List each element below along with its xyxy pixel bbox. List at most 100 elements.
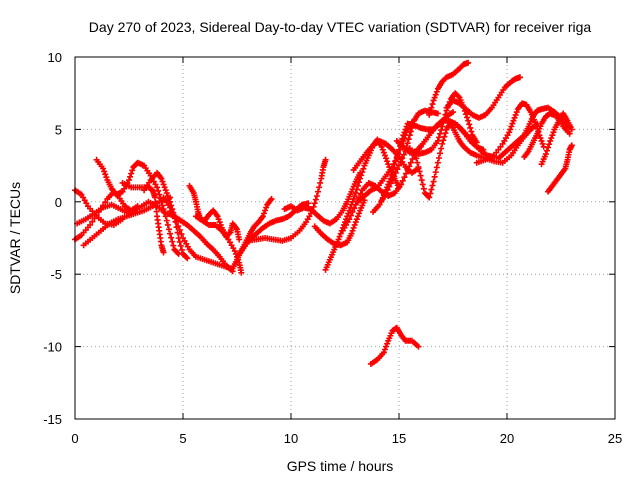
data-point-track-12 xyxy=(261,210,267,217)
data-point-track-29 xyxy=(507,126,514,133)
data-point-track-22 xyxy=(387,175,394,182)
data-point-track-05 xyxy=(160,206,167,213)
data-point-track-26 xyxy=(431,94,438,101)
data-point-track-24 xyxy=(439,140,446,147)
data-point-track-05 xyxy=(126,177,132,184)
data-point-track-24 xyxy=(434,159,441,166)
data-point-track-24 xyxy=(419,181,426,188)
data-point-track-26 xyxy=(465,59,472,66)
data-point-track-14 xyxy=(316,184,323,191)
data-point-track-05 xyxy=(100,165,107,172)
data-point-track-24 xyxy=(440,137,447,144)
data-point-track-31 xyxy=(566,130,573,137)
data-point-track-22 xyxy=(390,164,397,171)
data-point-track-08 xyxy=(167,204,174,211)
data-point-track-07 xyxy=(158,175,165,182)
data-point-track-29 xyxy=(511,114,518,121)
data-point-track-25 xyxy=(439,123,446,130)
data-point-track-18 xyxy=(347,212,354,219)
data-point-track-05 xyxy=(154,184,161,191)
data-point-track-02 xyxy=(89,218,96,225)
x-tick-label: 25 xyxy=(608,431,622,446)
data-point-track-11 xyxy=(231,248,238,255)
data-point-track-26 xyxy=(430,97,437,104)
data-point-track-12 xyxy=(263,204,270,211)
data-point-track-21 xyxy=(407,128,414,135)
data-point-track-16 xyxy=(350,224,357,231)
data-point-track-29 xyxy=(537,135,544,142)
data-point-track-06 xyxy=(160,249,167,256)
data-point-track-08 xyxy=(176,227,183,234)
data-point-track-12 xyxy=(259,213,266,220)
data-point-track-25 xyxy=(437,130,444,137)
chart-title: Day 270 of 2023, Sidereal Day-to-day VTE… xyxy=(89,19,592,35)
data-point-track-22 xyxy=(384,184,391,191)
y-tick-label: 10 xyxy=(48,50,62,65)
data-markers xyxy=(72,59,575,367)
data-point-track-16 xyxy=(352,219,359,226)
data-point-track-22 xyxy=(450,109,456,116)
data-point-track-05 xyxy=(103,174,110,181)
data-point-track-22 xyxy=(383,187,390,194)
data-point-track-32 xyxy=(547,137,554,144)
data-point-track-18 xyxy=(407,159,414,166)
data-point-track-34 xyxy=(415,343,422,350)
data-point-track-24 xyxy=(414,159,421,166)
data-point-track-17 xyxy=(346,207,353,214)
data-point-track-05 xyxy=(158,198,165,205)
data-point-track-29 xyxy=(512,111,519,118)
data-point-track-17 xyxy=(380,149,387,156)
data-point-track-33 xyxy=(568,142,575,149)
data-point-track-32 xyxy=(549,132,556,139)
data-point-track-25 xyxy=(440,119,447,126)
data-point-track-22 xyxy=(394,150,401,157)
data-point-track-17 xyxy=(354,182,361,189)
data-point-track-12 xyxy=(262,207,269,214)
data-point-track-16 xyxy=(353,216,360,223)
data-point-track-02 xyxy=(87,221,94,228)
data-point-track-10 xyxy=(214,213,221,220)
data-point-track-21 xyxy=(392,169,399,176)
data-point-track-32 xyxy=(550,129,557,136)
data-point-track-24 xyxy=(413,155,420,162)
data-point-track-22 xyxy=(399,135,406,142)
data-point-track-22 xyxy=(392,157,399,164)
data-point-track-17 xyxy=(360,165,367,172)
data-point-track-05 xyxy=(170,242,177,249)
data-point-track-34 xyxy=(384,340,391,347)
y-axis-label: SDTVAR / TECUs xyxy=(7,182,23,294)
x-tick-label: 5 xyxy=(179,431,186,446)
data-point-track-17 xyxy=(381,152,388,159)
data-point-track-21 xyxy=(434,110,441,117)
data-point-track-25 xyxy=(465,117,472,124)
data-point-track-18 xyxy=(403,170,410,177)
data-point-track-34 xyxy=(381,346,388,353)
data-point-track-07 xyxy=(177,242,184,249)
data-point-track-18 xyxy=(351,205,358,212)
data-point-track-07 xyxy=(164,193,171,200)
data-point-track-22 xyxy=(402,126,409,133)
data-point-track-05 xyxy=(174,249,181,256)
data-point-track-14 xyxy=(310,203,317,210)
data-point-track-21 xyxy=(399,155,406,162)
data-point-track-14 xyxy=(312,196,319,203)
data-point-track-24 xyxy=(433,164,440,171)
data-point-track-11 xyxy=(238,269,245,276)
data-point-track-16 xyxy=(351,221,358,228)
data-point-track-07 xyxy=(176,238,183,245)
data-point-track-26 xyxy=(432,91,439,98)
data-point-track-21 xyxy=(405,136,412,143)
data-point-track-26 xyxy=(428,104,435,111)
data-point-track-14 xyxy=(311,200,318,207)
data-point-track-25 xyxy=(434,137,441,144)
data-point-track-05 xyxy=(165,226,172,233)
data-point-track-10 xyxy=(236,236,243,243)
axis-ticks: 0 5 10 15 20 25 -15 -10 -5 0 5 10 xyxy=(43,50,622,446)
data-point-track-17 xyxy=(359,169,366,176)
data-point-track-07 xyxy=(159,178,166,185)
data-point-track-24 xyxy=(430,178,437,185)
data-point-track-24 xyxy=(426,194,433,201)
data-point-track-22 xyxy=(393,153,400,160)
data-point-track-32 xyxy=(542,151,549,158)
data-point-track-25 xyxy=(468,128,475,135)
